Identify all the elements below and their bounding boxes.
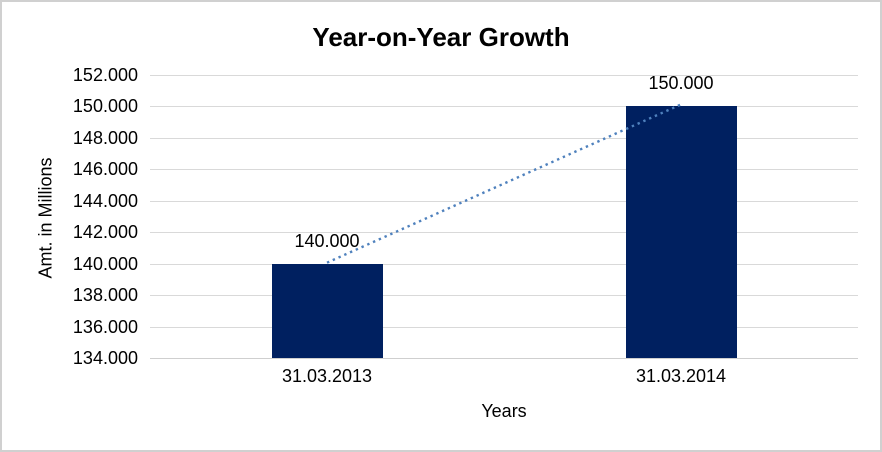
- x-axis-title: Years: [481, 401, 527, 421]
- y-tick-label: 150.000: [72, 96, 138, 116]
- gridline: [150, 106, 858, 107]
- y-tick-label: 148.000: [72, 128, 138, 148]
- y-tick-label: 142.000: [72, 222, 138, 242]
- bar-value-label: 150.000: [648, 73, 714, 94]
- y-tick-label: 138.000: [72, 285, 138, 305]
- x-tick-label: 31.03.2014: [635, 366, 727, 386]
- y-tick-label: 134.000: [72, 348, 138, 368]
- y-tick-label: 146.000: [72, 159, 138, 179]
- gridline: [150, 264, 858, 265]
- gridline: [150, 75, 858, 76]
- gridline: [150, 295, 858, 296]
- y-tick-label: 144.000: [72, 191, 138, 211]
- y-tick-label: 152.000: [72, 65, 138, 85]
- bar-31.03.2013: [271, 263, 383, 358]
- bar-31.03.2014: [625, 106, 737, 358]
- y-tick-label: 136.000: [72, 317, 138, 337]
- y-axis-title: Amt. in Millions: [35, 157, 56, 279]
- gridline: [150, 169, 858, 170]
- bar-value-label: 140.000: [294, 230, 360, 251]
- gridline: [150, 138, 858, 139]
- gridline: [150, 327, 858, 328]
- x-axis-line: [150, 358, 858, 359]
- gridline: [150, 232, 858, 233]
- y-tick-label: 140.000: [72, 254, 138, 274]
- chart-title: Year-on-Year Growth: [312, 22, 570, 52]
- gridline: [150, 201, 858, 202]
- x-tick-label: 31.03.2013: [281, 366, 373, 386]
